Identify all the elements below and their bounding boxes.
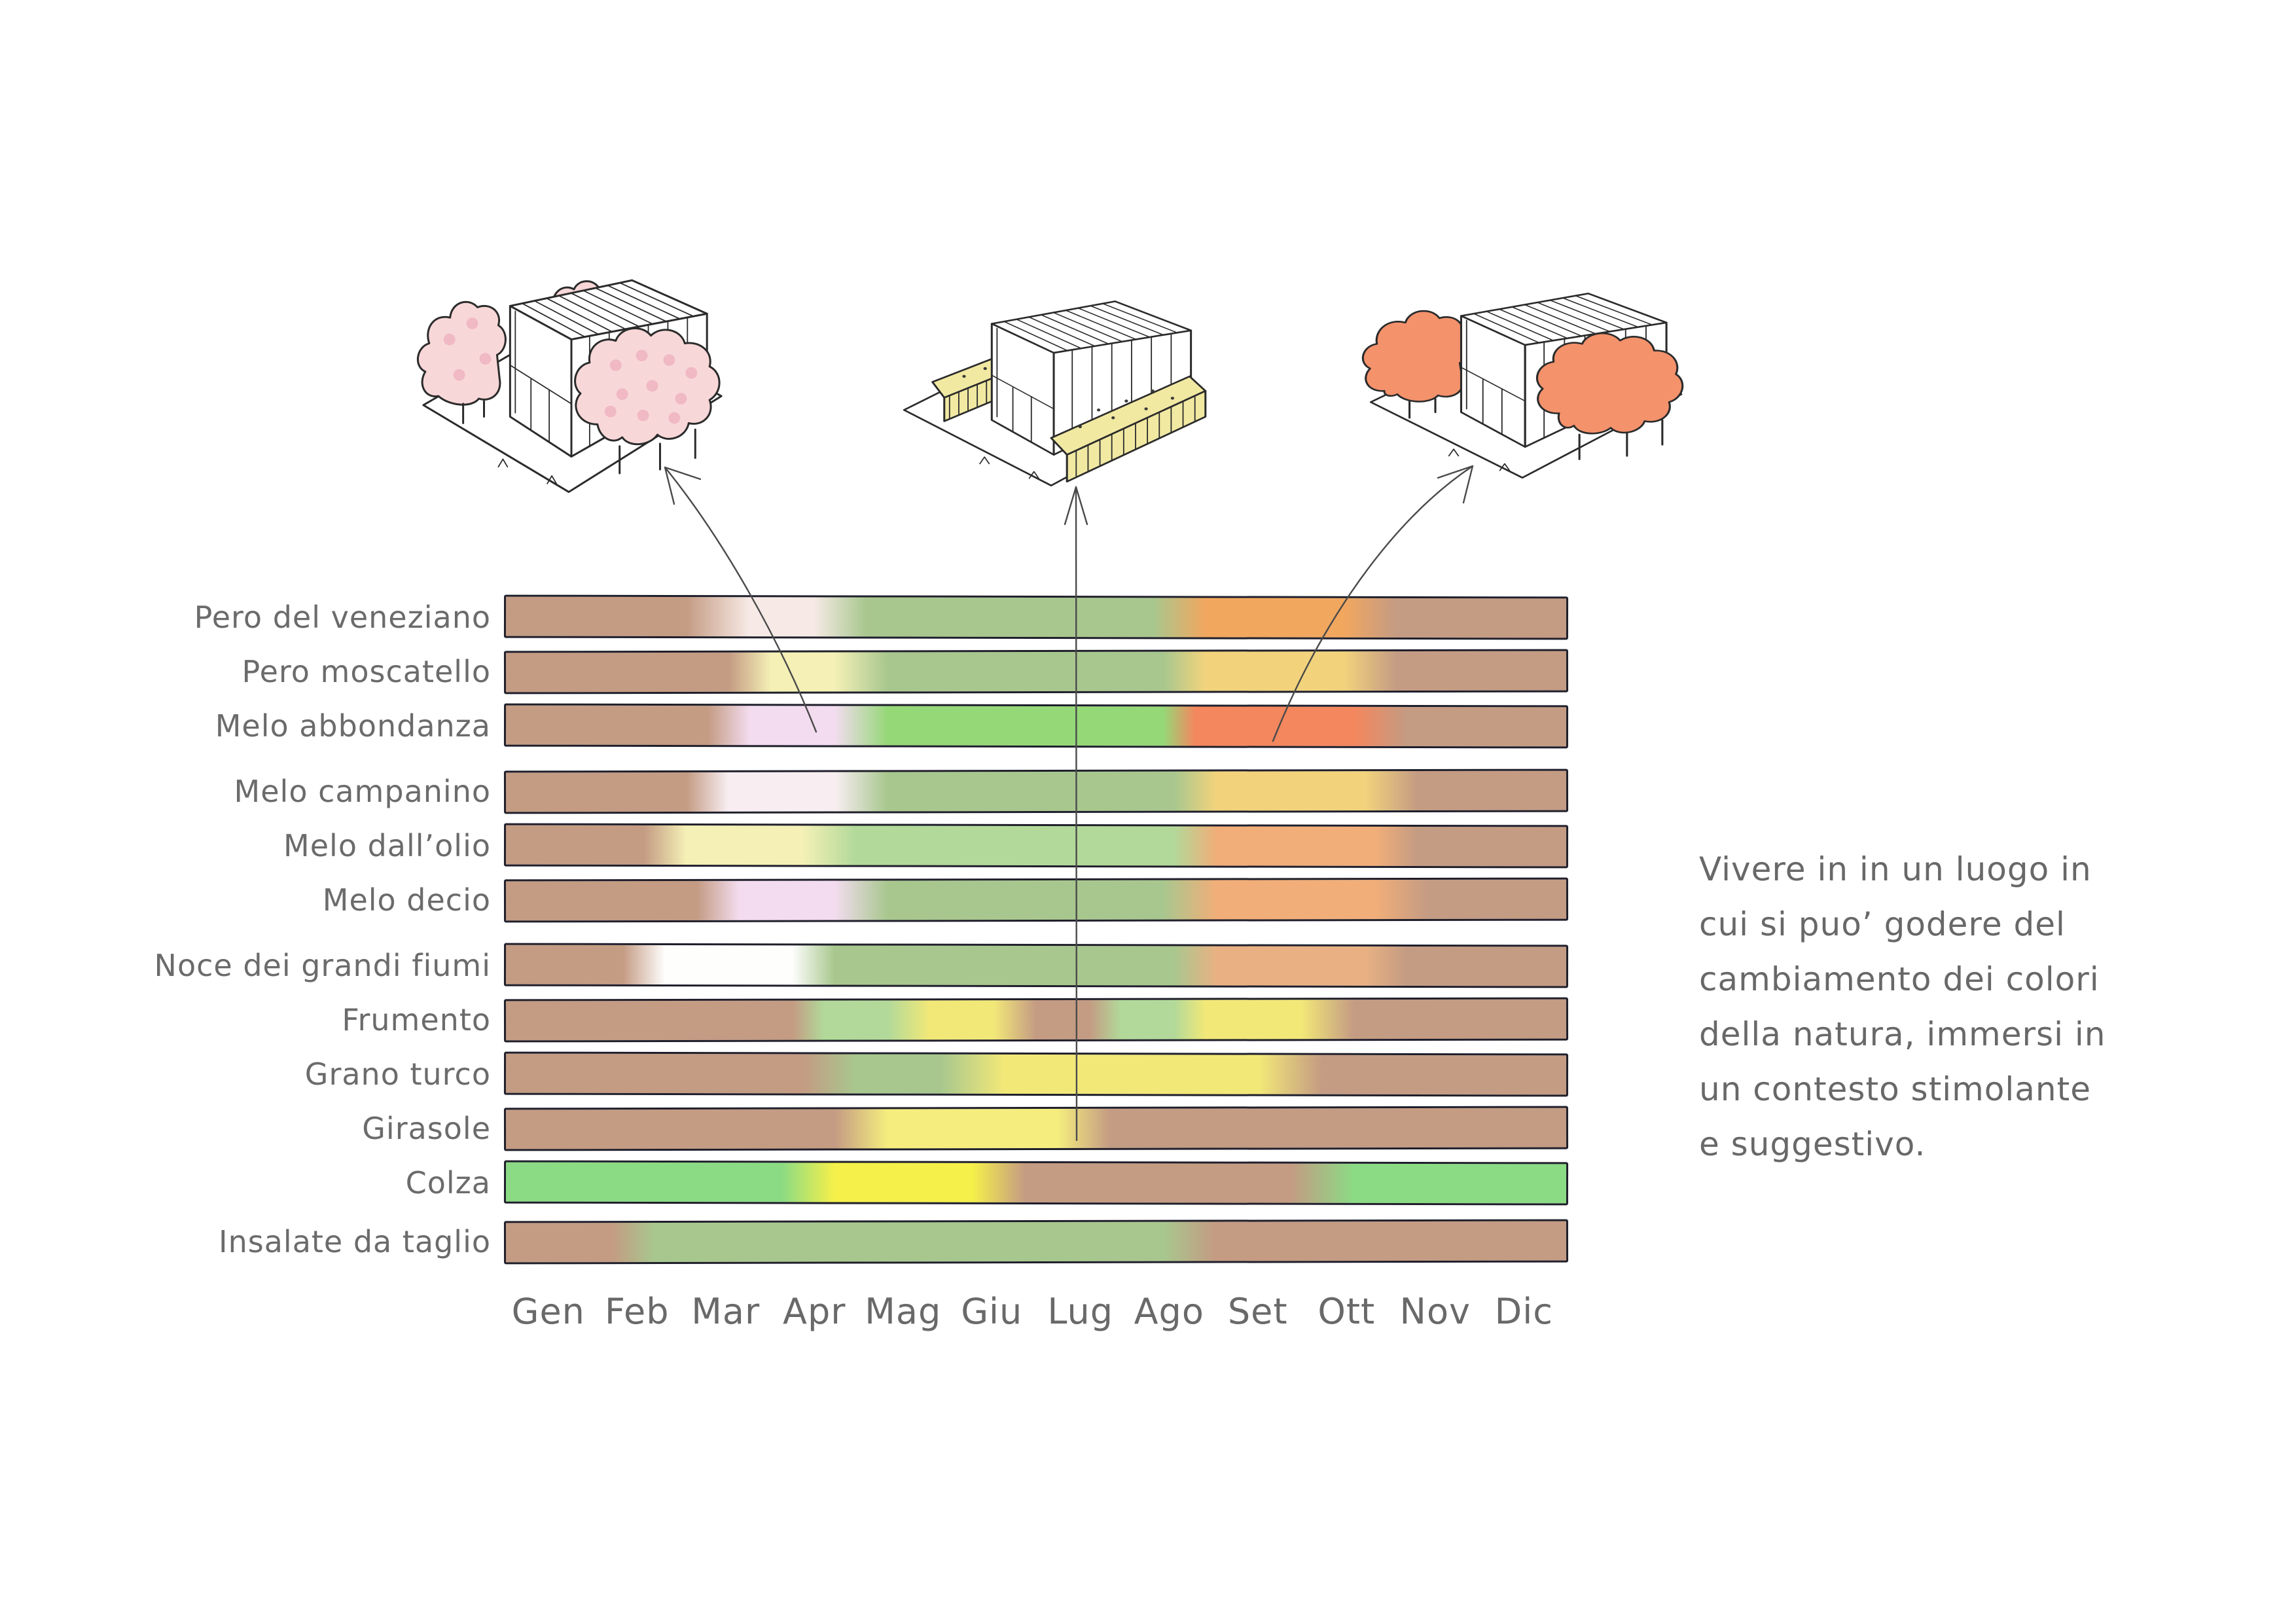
month-label: Nov bbox=[1399, 1291, 1471, 1332]
blossom-tree-front-icon bbox=[574, 327, 721, 475]
month-label: Feb bbox=[604, 1291, 670, 1332]
row-label: Melo abbondanza bbox=[215, 708, 491, 744]
month-label: Apr bbox=[783, 1291, 846, 1332]
season-bar bbox=[503, 1160, 1569, 1206]
caption-line: e suggestivo. bbox=[1699, 1125, 1926, 1163]
caption-line: cambiamento dei colori bbox=[1699, 960, 2100, 998]
month-label: Ago bbox=[1134, 1291, 1204, 1332]
caption-text: Vivere in in un luogo in cui si puo’ gode… bbox=[1699, 842, 2223, 1172]
caption-line: Vivere in in un luogo in bbox=[1699, 850, 2092, 888]
season-bar bbox=[503, 649, 1569, 695]
sketch-summer-hay-house bbox=[881, 241, 1224, 504]
autumn-tree-back-icon bbox=[1361, 310, 1471, 419]
row-label: Grano turco bbox=[304, 1056, 491, 1092]
summer-hay-field-house bbox=[903, 300, 1207, 487]
month-label: Gen bbox=[511, 1291, 585, 1332]
month-label: Giu bbox=[961, 1291, 1023, 1332]
autumn-foliage-house bbox=[1361, 293, 1684, 479]
month-label: Mag bbox=[865, 1291, 942, 1332]
row-label: Frumento bbox=[342, 1002, 491, 1038]
season-bar bbox=[503, 703, 1569, 749]
season-bar bbox=[503, 877, 1569, 923]
season-bar bbox=[503, 594, 1569, 640]
season-bar bbox=[503, 1106, 1569, 1151]
row-label: Melo decio bbox=[322, 882, 491, 918]
grass-mark bbox=[1448, 448, 1511, 471]
season-bar bbox=[503, 1051, 1569, 1097]
month-label: Mar bbox=[691, 1291, 761, 1332]
season-bar bbox=[503, 943, 1569, 988]
season-bar bbox=[503, 823, 1569, 869]
caption-line: un contesto stimolante bbox=[1699, 1070, 2091, 1108]
sketch-spring-blossom-house bbox=[401, 211, 740, 513]
row-label: Pero moscatello bbox=[242, 654, 491, 689]
row-label: Girasole bbox=[362, 1111, 491, 1146]
season-bar bbox=[503, 1219, 1569, 1265]
season-bar bbox=[503, 997, 1569, 1043]
row-label: Insalate da taglio bbox=[219, 1224, 491, 1259]
row-label: Noce dei grandi fiumi bbox=[154, 948, 491, 983]
hay-hedge-front-icon bbox=[1050, 375, 1207, 483]
arrow-to-summer-sketch bbox=[1075, 486, 1078, 1142]
row-label: Melo campanino bbox=[234, 774, 491, 809]
month-label: Ott bbox=[1318, 1291, 1376, 1332]
grass-mark bbox=[979, 456, 1039, 479]
spring-blossom-house bbox=[416, 279, 723, 494]
row-label: Pero del veneziano bbox=[194, 600, 491, 635]
sketch-autumn-foliage-house bbox=[1347, 233, 1700, 496]
season-bar bbox=[503, 768, 1569, 814]
month-label: Dic bbox=[1494, 1291, 1553, 1332]
month-axis: Gen Feb Mar Apr Mag Giu Lug Ago Set Ott Nov Dic bbox=[504, 1291, 1568, 1332]
row-label: Colza bbox=[405, 1165, 491, 1200]
caption-line: della natura, immersi in bbox=[1699, 1015, 2106, 1053]
month-label: Set bbox=[1227, 1291, 1288, 1332]
grass-mark bbox=[497, 458, 557, 484]
month-label: Lug bbox=[1047, 1291, 1114, 1332]
row-label: Melo dall’olio bbox=[283, 828, 491, 863]
caption-line: cui si puo’ godere del bbox=[1699, 905, 2066, 943]
autumn-tree-front-icon bbox=[1535, 332, 1684, 460]
